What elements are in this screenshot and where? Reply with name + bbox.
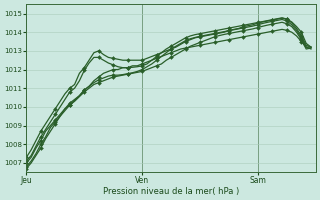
X-axis label: Pression niveau de la mer( hPa ): Pression niveau de la mer( hPa ) [103,187,239,196]
